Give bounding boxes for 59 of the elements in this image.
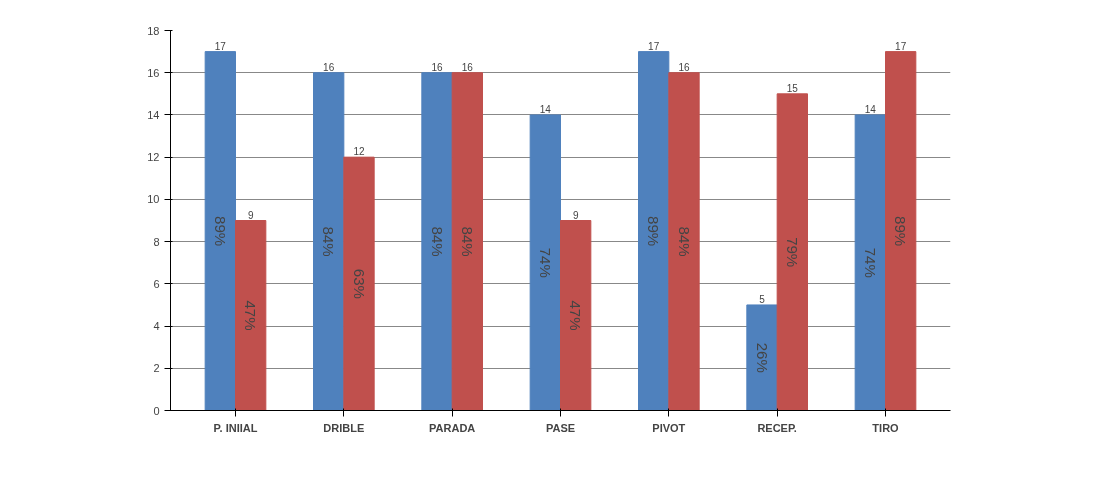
annotation: 84% bbox=[458, 226, 476, 257]
bar bbox=[668, 72, 700, 411]
x-tick-label: RECEP. bbox=[757, 421, 797, 434]
annotation: 89% bbox=[892, 216, 910, 247]
bar bbox=[746, 304, 778, 411]
data-label: 14 bbox=[864, 103, 877, 115]
y-tick-label: 0 bbox=[153, 404, 160, 417]
data-label: 16 bbox=[323, 61, 335, 73]
data-label: 12 bbox=[353, 146, 365, 158]
bar bbox=[343, 156, 375, 411]
x-tick-label: PIVOT bbox=[652, 421, 686, 434]
data-label: 14 bbox=[539, 103, 552, 115]
y-tick-label: 12 bbox=[147, 151, 160, 164]
y-tick-label: 16 bbox=[147, 66, 160, 79]
annotation: 84% bbox=[675, 226, 693, 257]
annotation: 84% bbox=[428, 226, 446, 257]
y-tick-label: 18 bbox=[147, 24, 160, 37]
annotation: 79% bbox=[783, 237, 801, 268]
data-label: 17 bbox=[895, 40, 907, 52]
data-label: 16 bbox=[431, 61, 443, 73]
bar bbox=[313, 72, 345, 411]
annotation: 89% bbox=[645, 216, 663, 247]
x-tick-label: P. INIIAL bbox=[213, 421, 258, 434]
annotation: 89% bbox=[211, 216, 229, 247]
y-tick-label: 14 bbox=[147, 108, 160, 121]
y-tick-label: 2 bbox=[153, 362, 160, 375]
bar bbox=[529, 114, 561, 411]
data-label: 5 bbox=[759, 293, 766, 305]
data-label: 16 bbox=[461, 61, 474, 73]
x-tick-label: PASE bbox=[545, 421, 576, 434]
annotation: 84% bbox=[320, 226, 338, 257]
bar bbox=[204, 51, 236, 411]
y-tick-label: 10 bbox=[147, 193, 160, 206]
annotation: 74% bbox=[536, 247, 554, 278]
data-label: 9 bbox=[572, 209, 579, 221]
y-tick-label: 4 bbox=[153, 320, 160, 333]
y-tick-label: 8 bbox=[153, 235, 160, 248]
bar bbox=[776, 93, 808, 411]
annotation: 47% bbox=[567, 300, 585, 331]
x-tick-label: TIRO bbox=[872, 421, 900, 434]
bar bbox=[560, 220, 592, 411]
data-label: 16 bbox=[678, 61, 690, 73]
bar bbox=[638, 51, 670, 411]
bar bbox=[235, 220, 267, 411]
x-tick-label: PARADA bbox=[429, 421, 476, 434]
bar bbox=[854, 114, 886, 411]
x-tick-label: DRIBLE bbox=[323, 421, 365, 434]
data-label: 17 bbox=[648, 40, 660, 52]
data-label: 15 bbox=[786, 82, 799, 94]
bar bbox=[421, 72, 453, 411]
bar bbox=[885, 51, 917, 411]
data-label: 17 bbox=[214, 40, 227, 52]
data-label: 9 bbox=[247, 209, 254, 221]
annotation: 74% bbox=[861, 247, 879, 278]
annotation: 26% bbox=[753, 342, 771, 373]
bar bbox=[451, 72, 483, 411]
annotation: 47% bbox=[242, 300, 260, 331]
annotation: 63% bbox=[350, 268, 368, 299]
y-tick-label: 6 bbox=[153, 277, 160, 290]
